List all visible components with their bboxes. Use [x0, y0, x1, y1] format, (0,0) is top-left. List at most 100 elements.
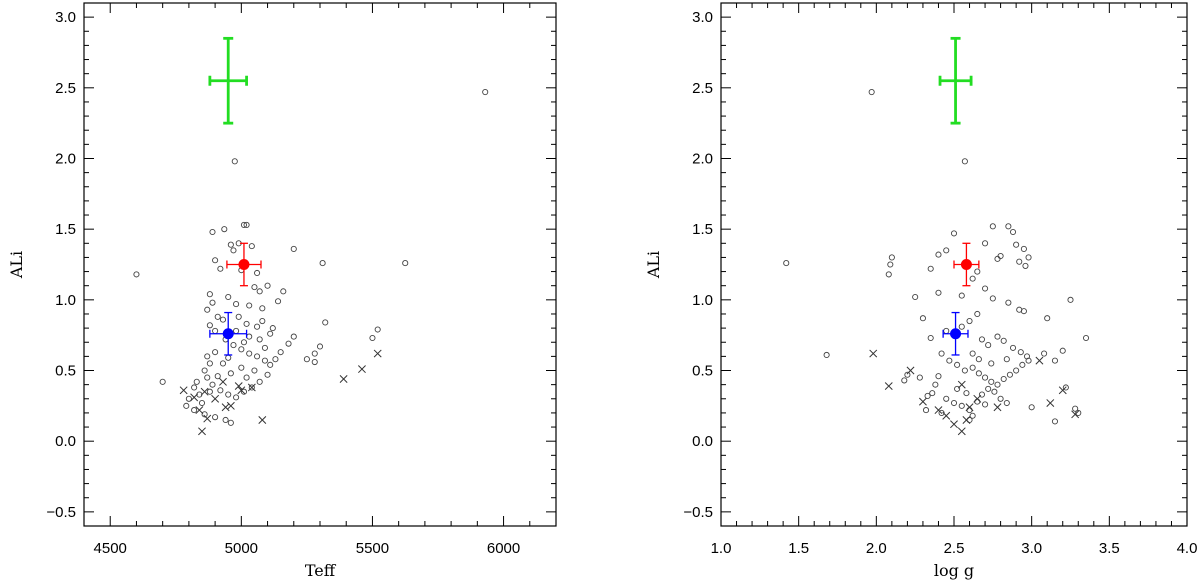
cross-stroke — [957, 380, 966, 389]
data-point-circle — [887, 261, 894, 268]
cross-stroke — [950, 420, 958, 429]
data-point-circle — [982, 401, 989, 408]
mean-point — [950, 328, 962, 340]
data-point-circle — [261, 344, 268, 351]
data-point-circle — [978, 391, 986, 398]
data-point-circle — [1041, 350, 1048, 357]
data-point-circle — [212, 414, 219, 421]
cross-stroke — [1058, 386, 1067, 395]
data-point-circle — [978, 336, 986, 343]
data-point-circle — [217, 387, 224, 394]
data-point-circle — [191, 407, 198, 414]
y-tick-label: 2.0 — [55, 150, 76, 167]
data-point-cross — [1035, 356, 1044, 365]
data-point-cross — [358, 365, 366, 374]
data-point-circle — [231, 158, 238, 165]
plot-panel-2: 1.0 1.5 2.0 2.5 3.0 3.5 4.0 −0.5 0.0 0.5 1.0 1.5 2.0… — [644, 2, 1198, 580]
data-point-cross — [179, 386, 188, 395]
data-point-circle — [982, 374, 989, 381]
data-point-circle — [240, 221, 248, 228]
data-point-circle — [938, 409, 945, 416]
data-point-circle — [254, 323, 261, 330]
data-point-circle — [994, 333, 1001, 340]
x-tick-label: 6000 — [487, 540, 520, 557]
y-tick-label: 1.0 — [55, 292, 76, 309]
data-point-circle — [961, 158, 968, 165]
data-point-circle — [212, 327, 219, 334]
data-point-circle — [1051, 418, 1059, 425]
data-point-circle — [1003, 399, 1010, 407]
y-tick-label: 3.0 — [55, 9, 76, 26]
data-point-cross — [198, 427, 206, 436]
data-point-circle — [227, 370, 234, 377]
data-point-cross — [195, 406, 204, 415]
data-point-circle — [935, 373, 942, 380]
data-point-circle — [1072, 405, 1079, 412]
data-point-circle — [958, 323, 965, 330]
data-point-circle — [1019, 361, 1026, 368]
y-axis-title: ALi — [644, 251, 663, 279]
x-tick-label: 5000 — [225, 540, 258, 557]
data-point-circle — [901, 377, 908, 384]
data-point-circle — [974, 398, 981, 405]
data-point-circle — [238, 364, 245, 371]
data-point-cross — [203, 414, 212, 423]
data-point-circle — [219, 360, 227, 367]
cross-stroke — [957, 427, 966, 436]
cross-stroke — [906, 366, 915, 375]
data-point-circle — [935, 251, 942, 258]
data-point-circle — [311, 358, 318, 366]
cross-stroke — [234, 382, 243, 391]
data-point-circle — [209, 381, 216, 388]
cross-stroke — [1046, 399, 1055, 407]
data-point-circle — [1028, 404, 1035, 411]
data-point-circle — [938, 350, 945, 357]
data-point-circle — [924, 392, 931, 400]
data-point-circle — [225, 354, 232, 361]
data-point-circle — [946, 357, 953, 364]
data-point-circle — [991, 388, 998, 395]
data-point-circle — [259, 305, 266, 312]
x-tick-label: 1.0 — [711, 540, 732, 557]
data-point-circle — [1025, 254, 1032, 261]
plot-panel-1: 4500 5000 5500 6000 −0.5 0.0 0.5 1.0 1.5 2.0 2.5 3.… — [7, 2, 557, 580]
data-point-circle — [1009, 228, 1017, 236]
data-point-cross — [869, 349, 878, 358]
data-point-cross — [950, 420, 958, 429]
data-point-circle — [1067, 296, 1074, 303]
data-point-circle — [193, 378, 200, 385]
data-point-cross — [973, 394, 982, 403]
data-point-circle — [159, 378, 166, 385]
y-tick-label: −0.5 — [46, 504, 76, 521]
x-tick-label: 4.0 — [1177, 540, 1198, 557]
data-point-circle — [248, 243, 255, 250]
data-point-circle — [201, 367, 208, 374]
cross-stroke — [1071, 410, 1080, 419]
data-point-circle — [868, 89, 875, 96]
cross-stroke — [221, 403, 230, 412]
cross-stroke — [358, 365, 366, 374]
data-point-circle — [954, 361, 961, 368]
data-point-circle — [290, 333, 297, 340]
data-point-circle — [251, 367, 258, 374]
data-point-circle — [221, 226, 228, 233]
data-point-circle — [969, 364, 976, 371]
data-point-cross — [918, 397, 927, 406]
data-point-circle — [311, 350, 318, 357]
data-point-circle — [975, 370, 982, 377]
data-point-circle — [823, 351, 830, 359]
data-point-circle — [982, 240, 989, 247]
data-point-circle — [316, 343, 324, 350]
data-point-circle — [1022, 262, 1029, 269]
data-point-circle — [206, 322, 213, 329]
data-point-circle — [254, 353, 261, 360]
data-point-circle — [206, 388, 213, 395]
data-point-circle — [969, 350, 976, 357]
data-point-circle — [259, 317, 266, 325]
data-point-circle — [1044, 315, 1051, 322]
data-point-circle — [212, 257, 219, 264]
data-point-circle — [230, 342, 237, 349]
cross-stroke — [179, 386, 188, 395]
data-point-circle — [222, 416, 229, 424]
data-point-cross — [373, 349, 382, 358]
